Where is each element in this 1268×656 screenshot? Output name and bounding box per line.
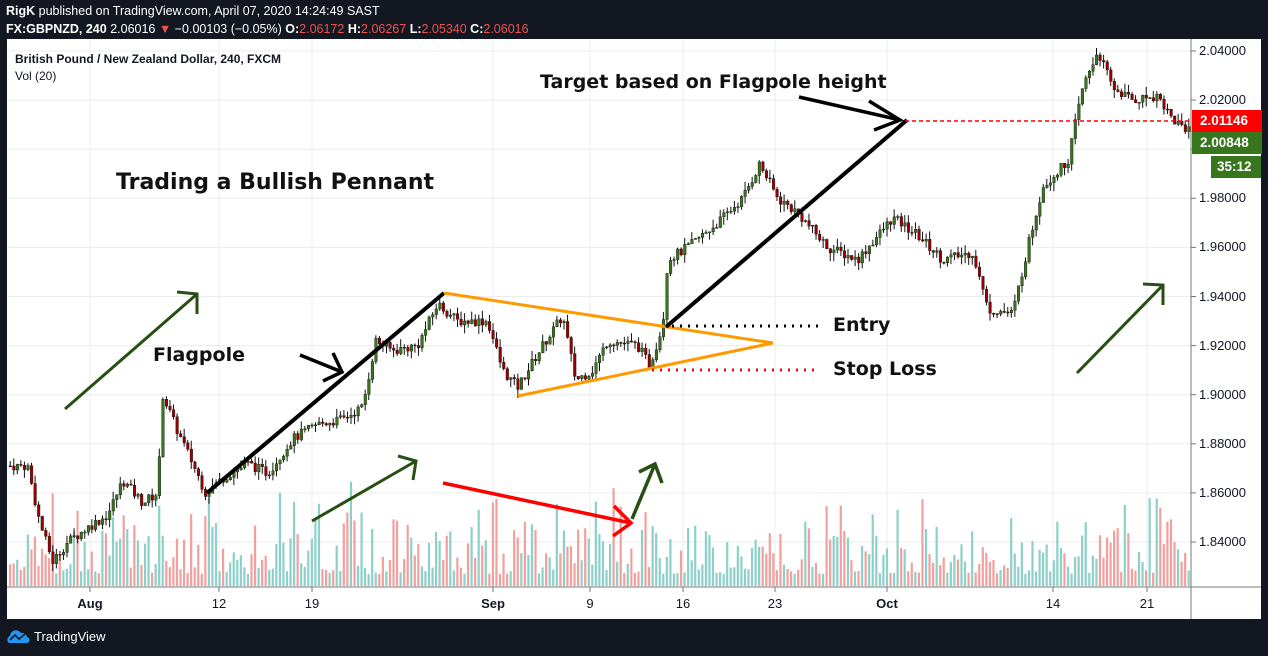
time-tick-label: 12 [211,596,227,611]
price-tick-label: 2.02000 [1199,92,1246,108]
target-annotation[interactable]: Target based on Flagpole height [540,71,887,93]
chart-panel[interactable] [7,39,1261,619]
open-value: 2.06172 [299,22,345,36]
publisher-name[interactable]: RigK [6,4,36,18]
price-tick-label: 1.94000 [1199,288,1246,304]
time-axis-ticks [89,587,1148,592]
low-value: 2.05340 [421,22,467,36]
flagpole-arrow-icon [299,352,345,383]
time-tick-label: Sep [481,596,505,611]
target-projection-line[interactable] [664,118,909,329]
publish-info: RigK published on TradingView.com, April… [6,4,380,18]
tradingview-brand: TradingView [34,628,106,644]
price-tick-label: 1.98000 [1199,190,1246,206]
entry-annotation[interactable]: Entry [833,314,891,336]
current-price-tag: 2.00848 [1192,132,1262,154]
time-tick-label: Oct [876,596,898,611]
ohlc-bar: FX:GBPNZD, 240 2.06016 ▼ −0.00103 (−0.05… [6,22,529,36]
series-legend[interactable]: British Pound / New Zealand Dollar, 240,… [15,52,282,66]
price-tick-label: 1.86000 [1199,484,1246,500]
symbol-label: FX:GBPNZD, 240 [6,22,107,36]
stop-loss-annotation[interactable]: Stop Loss [833,358,937,380]
flagpole-annotation[interactable]: Flagpole [153,344,245,366]
target-price-tag: 2.01146 [1192,110,1262,132]
time-tick-label: 9 [586,596,594,611]
volume-decline-arrow-icon [442,481,634,538]
price-tick-label: 1.90000 [1199,386,1246,402]
time-tick-label: 23 [767,596,783,611]
open-label: O: [285,22,300,36]
price-axis-ticks [1191,50,1196,543]
price-tick-label: 1.92000 [1199,337,1246,353]
flagpole-line[interactable] [205,291,446,495]
close-value: 2.06016 [483,22,529,36]
high-label: H: [347,22,362,36]
low-label: L: [409,22,422,36]
time-tick-label: 21 [1139,596,1155,611]
price-tick-label: 1.96000 [1199,239,1246,255]
grid-lines [8,40,1191,587]
time-tick-label: 14 [1045,596,1061,611]
target-arrow-icon [798,95,904,132]
published-text: published on TradingView.com, April 07, … [35,4,380,18]
down-arrow-icon: ▼ [158,22,172,36]
volume-up-arrow-icon [311,454,418,523]
time-tick-label: 16 [675,596,691,611]
uptrend-arrow-right-icon [1075,282,1165,375]
price-tick-label: 1.84000 [1199,534,1246,549]
price-change: −0.00103 (−0.05%) [174,22,282,36]
price-tick-label: 1.88000 [1199,435,1246,451]
tradingview-cloud-icon [7,630,30,644]
volume-breakout-arrow-icon [630,461,664,520]
close-label: C: [470,22,484,36]
pennant-upper-line[interactable] [443,291,774,345]
price-tick-label: 2.04000 [1199,43,1246,58]
time-tick-label: Aug [77,596,103,611]
pennant-lower-line[interactable] [517,341,774,398]
volume-legend[interactable]: Vol (20) [15,69,57,83]
last-price: 2.06016 [110,22,156,36]
tradingview-logo[interactable]: TradingView [6,628,106,644]
candlesticks [8,48,1191,572]
drawing-overlays [64,95,1190,538]
high-value: 2.06267 [361,22,407,36]
uptrend-arrow-left-icon [64,290,199,411]
volume-bars [9,481,1190,586]
chart-title-annotation[interactable]: Trading a Bullish Pennant [116,170,435,195]
time-tick-label: 19 [304,596,320,611]
bar-countdown-tag: 35:12 [1211,156,1261,178]
